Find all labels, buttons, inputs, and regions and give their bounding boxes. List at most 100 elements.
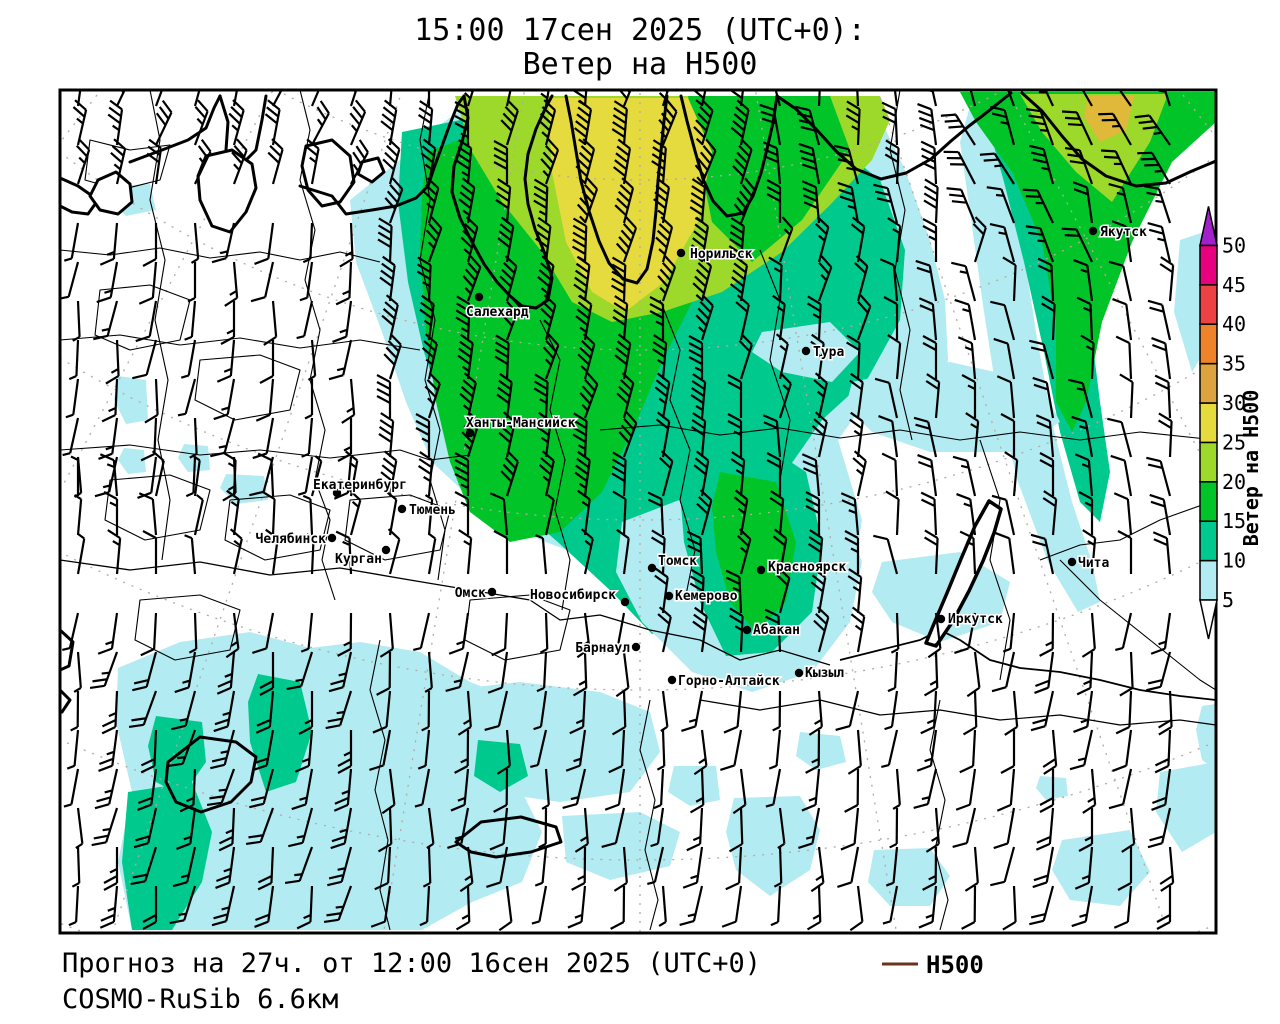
wind-barb: [349, 99, 367, 146]
wind-barb: [955, 768, 977, 811]
wind-barb: [850, 606, 866, 653]
graticule-line: [60, 551, 1216, 691]
wind-barb: [1117, 847, 1133, 891]
wind-barb: [226, 489, 240, 536]
wind-barb: [1022, 188, 1054, 224]
city-dot: [1088, 226, 1098, 236]
colorbar-segment: [1199, 559, 1218, 601]
border-line: [134, 594, 241, 661]
wind-barb: [658, 885, 667, 927]
wind-barb: [1158, 690, 1173, 736]
wind-barb: [257, 846, 275, 891]
coastline: [924, 499, 1003, 648]
wind-barb: [376, 374, 392, 418]
wind-barb: [97, 612, 119, 655]
wind-barb: [310, 90, 328, 107]
city-label: Екатеринбург: [313, 478, 407, 493]
wind-region: [474, 740, 528, 792]
wind-barb: [1082, 529, 1097, 575]
wind-barb: [255, 690, 275, 734]
wind-barb: [381, 294, 399, 341]
wind-barb: [63, 768, 80, 808]
wind-barb: [562, 768, 587, 810]
wind-barb: [99, 453, 119, 497]
wind-barb: [1069, 729, 1094, 771]
wind-barb: [103, 847, 119, 891]
graticule-line: [275, 90, 1005, 181]
wind-barb: [801, 768, 821, 812]
colorbar-segment: [1199, 362, 1218, 404]
wind-barb: [996, 768, 1016, 812]
wind-barb: [571, 846, 587, 891]
wind-barb: [383, 333, 402, 380]
wind-barb: [75, 807, 84, 849]
wind-region: [122, 782, 212, 930]
wind-barb: [995, 532, 1016, 575]
wind-barb: [456, 139, 473, 185]
city-label: Иркутск: [948, 612, 1003, 627]
wind-barb: [922, 218, 938, 262]
wind-barb: [537, 255, 555, 302]
wind-barb: [653, 768, 665, 810]
wind-barb: [294, 729, 314, 773]
wind-barb: [536, 651, 548, 693]
wind-barb: [647, 846, 665, 885]
wind-barb: [535, 216, 552, 263]
wind-barb: [887, 651, 899, 693]
wind-barb: [1000, 730, 1016, 774]
wind-barb: [1030, 690, 1055, 732]
wind-barb: [778, 372, 792, 419]
wind-barb: [1144, 185, 1172, 224]
wind-barb: [538, 99, 557, 146]
wind-barb: [1030, 533, 1055, 575]
wind-barb: [530, 729, 548, 768]
wind-barb: [177, 378, 197, 417]
wind-barb: [773, 846, 783, 888]
wind-barb: [224, 261, 239, 307]
border-line: [699, 699, 1216, 726]
city-dot: [664, 591, 674, 601]
city-dot: [647, 563, 657, 573]
wind-barb: [579, 372, 599, 419]
wind-barb: [690, 373, 707, 419]
wind-barb: [179, 768, 197, 813]
wind-barb: [1147, 221, 1172, 263]
wind-barb: [267, 138, 284, 185]
wind-barb: [457, 333, 474, 380]
wind-barb: [1029, 339, 1055, 380]
wind-barb: [140, 729, 158, 774]
wind-barb: [62, 417, 80, 457]
h500-legend-label: H500: [926, 951, 984, 979]
wind-barb: [215, 846, 236, 889]
coastline: [1020, 91, 1216, 188]
wind-barb: [1076, 651, 1094, 696]
wind-barb: [972, 216, 987, 263]
wind-barb: [1029, 144, 1055, 185]
wind-barb: [369, 729, 392, 771]
city-markers: Норильск Салехард Тура Ханты-Мансийск Екатер…: [254, 224, 1149, 691]
wind-barb: [500, 450, 519, 497]
wind-barb: [917, 454, 938, 497]
wind-barb: [323, 885, 353, 924]
border-line: [84, 139, 171, 191]
wind-barb: [378, 412, 395, 458]
wind-barb: [733, 489, 749, 536]
wind-barb: [768, 256, 783, 302]
wind-barb: [770, 885, 782, 927]
wind-barb: [696, 489, 713, 536]
wind-region: [846, 362, 1060, 452]
wind-barb: [220, 301, 236, 345]
wind-barb: [1064, 146, 1094, 185]
wind-barb: [730, 99, 750, 146]
wind-barb: [255, 378, 275, 422]
wind-barb: [651, 529, 666, 575]
wind-barb: [216, 339, 236, 383]
wind-barb: [213, 378, 236, 421]
wind-barb: [144, 378, 159, 424]
wind-barb: [727, 413, 743, 457]
wind-region: [668, 766, 720, 806]
wind-barb: [107, 529, 122, 575]
wind-barb: [655, 216, 674, 263]
